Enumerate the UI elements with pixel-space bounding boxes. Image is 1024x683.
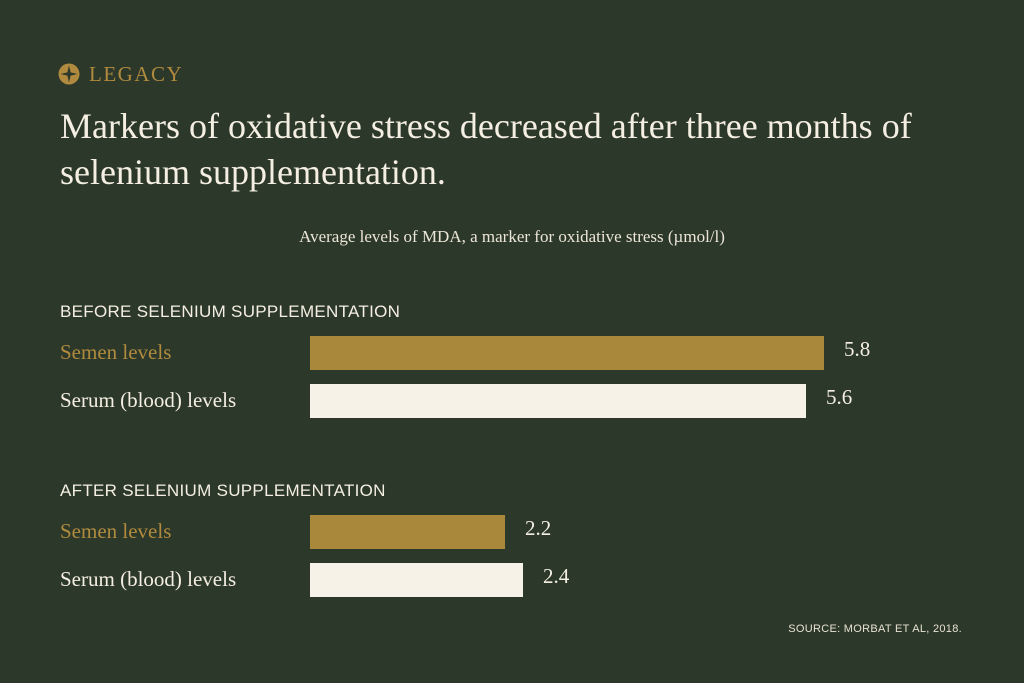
value-label: 2.4 [543, 564, 570, 588]
row-label-semen: Semen levels [60, 340, 172, 364]
value-label: 2.2 [525, 516, 552, 540]
group-heading-before: BEFORE SELENIUM SUPPLEMENTATION [60, 302, 401, 321]
value-label: 5.6 [826, 385, 853, 409]
bar-serum-before [310, 384, 806, 418]
chart-title: Markers of oxidative stress decreased af… [60, 106, 912, 192]
bar-serum-after [310, 563, 523, 597]
brand-logo: LEGACY [58, 63, 183, 85]
source-note: SOURCE: MORBAT ET AL, 2018. [788, 623, 962, 635]
bar-semen-after [310, 515, 505, 549]
compass-star-icon [58, 63, 80, 85]
row-label-serum: Serum (blood) levels [60, 388, 237, 412]
row-label-semen: Semen levels [60, 519, 172, 543]
bar-semen-before [310, 336, 824, 370]
chart-subtitle: Average levels of MDA, a marker for oxid… [299, 227, 725, 246]
brand-name: LEGACY [89, 62, 184, 86]
value-label: 5.8 [844, 337, 871, 361]
group-heading-after: AFTER SELENIUM SUPPLEMENTATION [60, 481, 386, 500]
row-label-serum: Serum (blood) levels [60, 567, 237, 591]
